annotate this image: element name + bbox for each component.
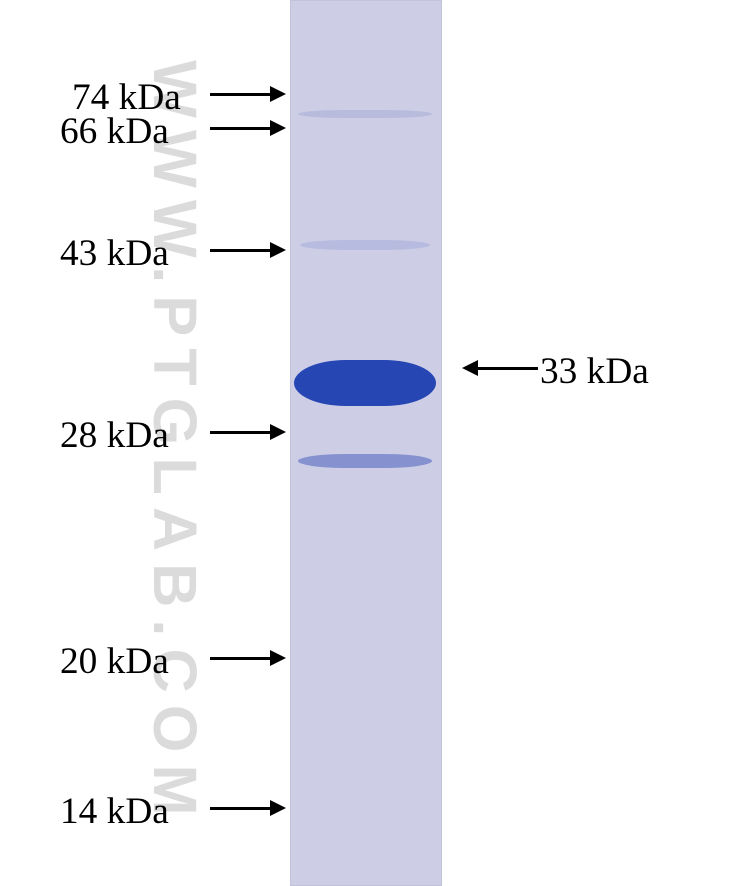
arrow-left-icon <box>462 360 538 376</box>
gel-lane <box>290 0 442 886</box>
arrow-right-icon <box>210 800 286 816</box>
gel-band <box>300 240 430 250</box>
mw-marker-label: 66 kDa <box>60 110 169 153</box>
arrow-right-icon <box>210 650 286 666</box>
gel-band <box>298 454 432 468</box>
mw-marker-label: 43 kDa <box>60 232 169 275</box>
gel-band <box>294 360 436 406</box>
arrow-right-icon <box>210 424 286 440</box>
arrow-right-icon <box>210 86 286 102</box>
mw-marker-label: 28 kDa <box>60 414 169 457</box>
mw-marker-label: 14 kDa <box>60 790 169 833</box>
gel-band <box>298 110 432 118</box>
mw-marker-label: 33 kDa <box>540 350 649 393</box>
arrow-right-icon <box>210 242 286 258</box>
mw-marker-label: 20 kDa <box>60 640 169 683</box>
arrow-right-icon <box>210 120 286 136</box>
